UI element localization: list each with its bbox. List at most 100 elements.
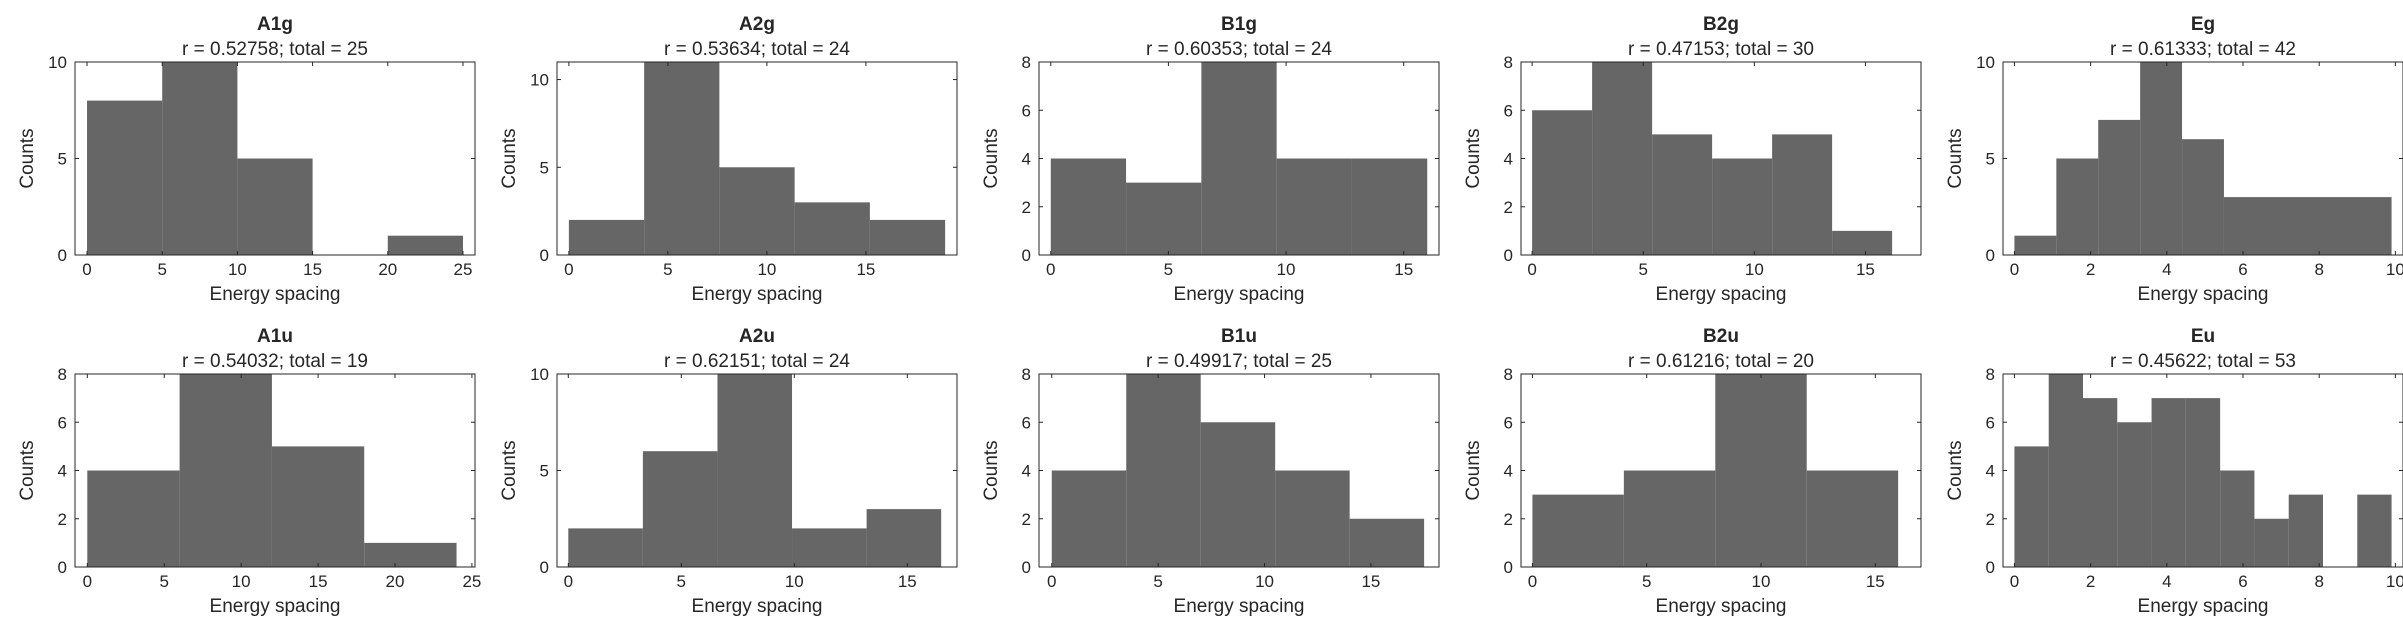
bar-A2u-1 <box>642 451 718 567</box>
ytick-label: 0 <box>1022 558 1031 577</box>
xtick-label: 10 <box>1752 572 1771 591</box>
bar-B2g-1 <box>1592 62 1653 255</box>
bar-A2g-1 <box>644 62 720 255</box>
xtick-label: 5 <box>1164 260 1173 279</box>
ytick-label: 4 <box>1986 462 1995 481</box>
bar-A2u-4 <box>866 509 942 567</box>
ytick-label: 0 <box>1022 246 1031 265</box>
chart-A2g: 0 5 10 15 0 5 10 A2g r = 0.53634; total = 24 Ener… <box>499 14 958 305</box>
xtick-label: 0 <box>2010 260 2019 279</box>
bar-Eu-6 <box>2220 470 2255 567</box>
xtick-label: 10 <box>228 260 247 279</box>
bar-Eg-2 <box>2098 119 2141 256</box>
xtick-label: 0 <box>564 572 573 591</box>
xtick-label: 0 <box>1528 572 1537 591</box>
xtick-label: 6 <box>2238 572 2247 591</box>
x-axis-label: Energy spacing <box>692 596 823 617</box>
chart-subtitle: r = 0.62151; total = 24 <box>664 351 850 372</box>
chart-B1u: 0 5 10 15 0 2 4 6 8 B1u r = 0.49917; total = 25 Ene… <box>981 326 1440 617</box>
bar-B1g-3 <box>1276 158 1352 255</box>
ytick-label: 10 <box>530 365 549 384</box>
xtick-label: 15 <box>1866 572 1885 591</box>
bar-B1g-2 <box>1201 62 1277 255</box>
xtick-label: 8 <box>2314 260 2323 279</box>
chart-title: A2g <box>739 14 775 35</box>
bar-A1u-0 <box>87 470 180 567</box>
bar-A2g-3 <box>794 202 870 255</box>
x-axis-label: Energy spacing <box>210 284 341 305</box>
y-axis-label: Counts <box>1945 440 1966 500</box>
ytick-label: 10 <box>48 53 67 72</box>
bar-B2g-3 <box>1712 158 1773 255</box>
ytick-label: 5 <box>540 462 549 481</box>
bar-Eu-8 <box>2288 494 2323 567</box>
bar-A2u-2 <box>717 374 793 567</box>
bar-A2u-0 <box>568 528 643 567</box>
bar-Eu-2 <box>2083 398 2118 567</box>
bar-A1u-1 <box>179 374 272 567</box>
chart-Eg: 0 2 4 6 8 10 0 5 10 Eg r = 0.61333; total = 42 Ener… <box>1945 14 2403 305</box>
xtick-label: 10 <box>1255 572 1274 591</box>
bar-B2g-5 <box>1832 230 1893 255</box>
ytick-label: 6 <box>1986 413 1995 432</box>
ytick-label: 0 <box>1504 558 1513 577</box>
chart-B1g: 0 5 10 15 0 2 4 6 8 B1g r = 0.60353; total = 24 Ene… <box>981 14 1440 305</box>
y-axis-label: Counts <box>17 440 38 500</box>
x-axis-label: Energy spacing <box>1656 596 1787 617</box>
bar-A1u-3 <box>364 542 457 567</box>
bar-B2g-2 <box>1652 134 1713 255</box>
ytick-label: 8 <box>1022 365 1031 384</box>
bar-A2g-4 <box>869 219 946 255</box>
ytick-label: 8 <box>1504 53 1513 72</box>
bar-A1g-0 <box>87 100 163 255</box>
bar-A1g-1 <box>162 62 238 255</box>
ytick-label: 5 <box>540 158 549 177</box>
y-axis-label: Counts <box>981 440 1002 500</box>
xtick-label: 5 <box>1153 572 1162 591</box>
xtick-label: 0 <box>564 260 573 279</box>
xtick-label: 20 <box>386 572 405 591</box>
bar-A2g-2 <box>719 167 795 255</box>
chart-title: B1g <box>1221 14 1257 35</box>
bar-B1u-4 <box>1349 518 1425 567</box>
xtick-label: 0 <box>2010 572 2019 591</box>
ytick-label: 4 <box>1022 150 1031 169</box>
xtick-label: 10 <box>757 260 776 279</box>
ytick-label: 6 <box>1022 413 1031 432</box>
xtick-label: 15 <box>898 572 917 591</box>
ytick-label: 2 <box>1504 510 1513 529</box>
ytick-label: 2 <box>1022 510 1031 529</box>
bar-B1g-0 <box>1050 158 1127 255</box>
chart-title: Eg <box>2191 14 2215 35</box>
bar-B1u-3 <box>1275 470 1350 567</box>
ytick-label: 2 <box>1504 198 1513 217</box>
chart-title: A1u <box>257 326 293 347</box>
ytick-label: 4 <box>58 462 67 481</box>
x-axis-label: Energy spacing <box>1174 284 1305 305</box>
chart-title: Eu <box>2191 326 2215 347</box>
ytick-label: 10 <box>530 71 549 90</box>
bar-B1g-1 <box>1126 182 1202 255</box>
bar-Eg-0 <box>2014 235 2057 255</box>
x-axis-label: Energy spacing <box>692 284 823 305</box>
chart-subtitle: r = 0.53634; total = 24 <box>664 39 850 60</box>
xtick-label: 8 <box>2314 572 2323 591</box>
xtick-label: 0 <box>1527 260 1536 279</box>
bar-B1u-1 <box>1126 374 1201 567</box>
bar-Eu-10 <box>2357 494 2392 567</box>
chart-subtitle: r = 0.45622; total = 53 <box>2110 351 2296 372</box>
chart-subtitle: r = 0.49917; total = 25 <box>1146 351 1332 372</box>
bar-Eg-1 <box>2056 158 2099 255</box>
y-axis-label: Counts <box>499 128 520 188</box>
ytick-label: 0 <box>58 558 67 577</box>
xtick-label: 15 <box>309 572 328 591</box>
xtick-label: 10 <box>232 572 251 591</box>
chart-Eu: 0 2 4 6 8 10 0 2 4 6 8 Eu r = 0.45622; total = 53 Ene… <box>1945 326 2403 617</box>
xtick-label: 0 <box>1047 572 1056 591</box>
ytick-label: 2 <box>1022 198 1031 217</box>
ytick-label: 5 <box>58 150 67 169</box>
bar-Eg-4 <box>2182 139 2224 255</box>
xtick-label: 5 <box>157 260 166 279</box>
xtick-label: 15 <box>303 260 322 279</box>
